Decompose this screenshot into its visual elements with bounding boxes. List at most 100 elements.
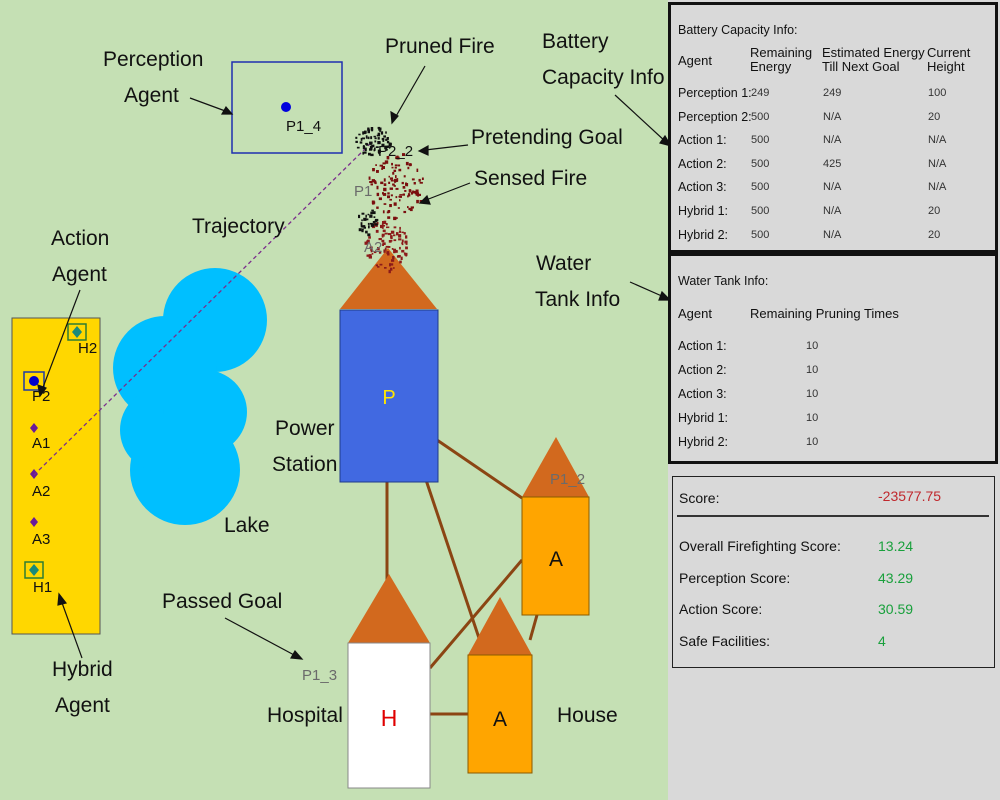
annotation-hybrid-agent-2: Agent xyxy=(55,694,110,717)
annotation-action-agent-1: Action xyxy=(51,227,109,250)
fire-cluster xyxy=(355,126,424,274)
annotation-perception-agent-2: Agent xyxy=(124,84,179,107)
score-row-value: 13.24 xyxy=(878,538,914,554)
water-row-agent: Action 3: xyxy=(678,387,727,401)
annotation-pruned-fire: Pruned Fire xyxy=(385,35,495,58)
agent-h2[interactable]: H2 xyxy=(67,323,97,357)
score-row-value: 30.59 xyxy=(878,601,914,617)
battery-row-agent: Action 3: xyxy=(678,180,727,195)
score-row-value: 43.29 xyxy=(878,569,914,586)
battery-row-remaining: 249 xyxy=(751,87,770,99)
battery-row-agent: Action 1: xyxy=(678,133,727,148)
house-bottom[interactable]: A xyxy=(467,597,533,774)
annotation-hospital: Hospital xyxy=(267,704,343,727)
battery-row-height: 20 xyxy=(928,110,941,123)
water-row-agent: Hybrid 2: xyxy=(678,435,729,449)
power-station-letter: P xyxy=(382,387,395,409)
battery-row-agent: Perception 2: xyxy=(678,109,752,124)
battery-title: Battery Capacity Info: xyxy=(678,23,798,37)
water-row-value: 10 xyxy=(806,436,819,448)
annotation-arrows xyxy=(37,65,668,660)
water-header-pruning: Remaining Pruning Times xyxy=(750,306,899,321)
goal-label-a2: A2 xyxy=(364,239,382,256)
battery-row-agent: Action 2: xyxy=(678,156,727,171)
battery-row-estimated: N/A xyxy=(823,205,842,217)
annotation-action-agent-2: Agent xyxy=(52,263,107,286)
score-divider xyxy=(677,515,989,517)
score-row-label: Safe Facilities: xyxy=(679,632,771,649)
agent-a2-label: A2 xyxy=(32,483,50,500)
agent-p2-label: P2 xyxy=(32,388,50,405)
score-row-label: Action Score: xyxy=(679,601,763,617)
water-row-value: 10 xyxy=(806,340,819,352)
simulation-map: P A A H H2 P2 A1 A2 A3 xyxy=(11,30,668,789)
annotation-house: House xyxy=(557,704,618,727)
battery-row-agent: Perception 1: xyxy=(678,86,752,100)
annotation-lake: Lake xyxy=(224,514,270,537)
power-station[interactable]: P xyxy=(339,248,439,483)
agent-a2[interactable]: A2 xyxy=(30,469,50,500)
water-row-value: 10 xyxy=(806,388,819,400)
annotation-power-station-2: Station xyxy=(272,453,337,476)
battery-row-remaining: 500 xyxy=(751,134,770,147)
score-row-value: 4 xyxy=(878,632,886,649)
battery-row-estimated: N/A xyxy=(823,228,842,241)
agent-a3-label: A3 xyxy=(32,531,50,548)
agent-h1-label: H1 xyxy=(33,579,52,596)
battery-row-height: N/A xyxy=(928,181,947,194)
battery-row-estimated: 249 xyxy=(823,87,842,99)
battery-header-remaining-2: Energy xyxy=(750,59,792,74)
battery-row-height: 100 xyxy=(928,87,947,99)
battery-row-estimated: N/A xyxy=(823,110,842,123)
perception-agent-area[interactable]: P1_4 xyxy=(231,61,343,154)
annotation-battery-2: Capacity Info xyxy=(542,66,665,89)
agent-p2[interactable]: P2 xyxy=(23,371,50,405)
annotation-perception-agent-1: Perception xyxy=(103,48,203,71)
battery-header-agent: Agent xyxy=(678,53,712,68)
agent-a1[interactable]: A1 xyxy=(30,423,50,452)
water-tank-panel: Water Tank Info: Agent Remaining Pruning… xyxy=(668,253,998,464)
battery-row-estimated: 425 xyxy=(823,157,842,170)
annotation-battery-1: Battery xyxy=(542,30,609,53)
battery-header-height-2: Height xyxy=(927,59,965,74)
agent-h1[interactable]: H1 xyxy=(24,561,52,596)
battery-header-remaining-1: Remaining xyxy=(750,45,813,60)
annotation-water-1: Water xyxy=(536,252,591,275)
house-right[interactable]: A xyxy=(521,437,590,616)
annotation-trajectory: Trajectory xyxy=(192,215,285,238)
annotation-power-station-1: Power xyxy=(275,417,335,440)
annotation-pretending-goal: Pretending Goal xyxy=(471,126,623,149)
battery-row-height: 20 xyxy=(928,205,941,217)
battery-header-estimated-2: Till Next Goal xyxy=(822,59,900,74)
battery-row-agent: Hybrid 2: xyxy=(678,227,729,242)
agent-a1-label: A1 xyxy=(32,435,50,452)
hospital-letter: H xyxy=(381,705,398,731)
agent-h2-label: H2 xyxy=(78,340,97,357)
annotation-hybrid-agent-1: Hybrid xyxy=(52,658,113,681)
battery-header-height-1: Current xyxy=(927,45,971,60)
battery-row-remaining: 500 xyxy=(751,228,770,241)
hospital[interactable]: H xyxy=(347,574,431,789)
battery-row-height: N/A xyxy=(928,134,947,147)
score-row-label: Overall Firefighting Score: xyxy=(679,538,841,554)
battery-row-estimated: N/A xyxy=(823,134,842,147)
battery-row-remaining: 500 xyxy=(751,110,770,123)
water-row-agent: Hybrid 1: xyxy=(678,411,729,425)
goal-label-p1-4: P1_4 xyxy=(286,118,321,135)
battery-row-agent: Hybrid 1: xyxy=(678,204,729,218)
battery-row-remaining: 500 xyxy=(751,157,770,170)
battery-row-remaining: 500 xyxy=(751,181,770,194)
agent-a3[interactable]: A3 xyxy=(30,517,50,548)
water-row-agent: Action 1: xyxy=(678,339,727,353)
agent-base xyxy=(11,317,101,635)
score-row-label: Perception Score: xyxy=(679,569,791,586)
battery-header-estimated-1: Estimated Energy xyxy=(822,45,925,60)
annotation-sensed-fire: Sensed Fire xyxy=(474,167,587,190)
water-row-value: 10 xyxy=(806,364,819,376)
battery-row-remaining: 500 xyxy=(751,205,770,217)
score-display: Score: -23577.75 Overall Firefighting Sc… xyxy=(672,476,995,668)
goal-label-p1-3: P1_3 xyxy=(302,667,337,684)
goal-label-p1: P1 xyxy=(354,183,372,200)
battery-capacity-panel: Battery Capacity Info: Agent Remaining E… xyxy=(668,2,998,253)
battery-row-height: 20 xyxy=(928,228,941,241)
